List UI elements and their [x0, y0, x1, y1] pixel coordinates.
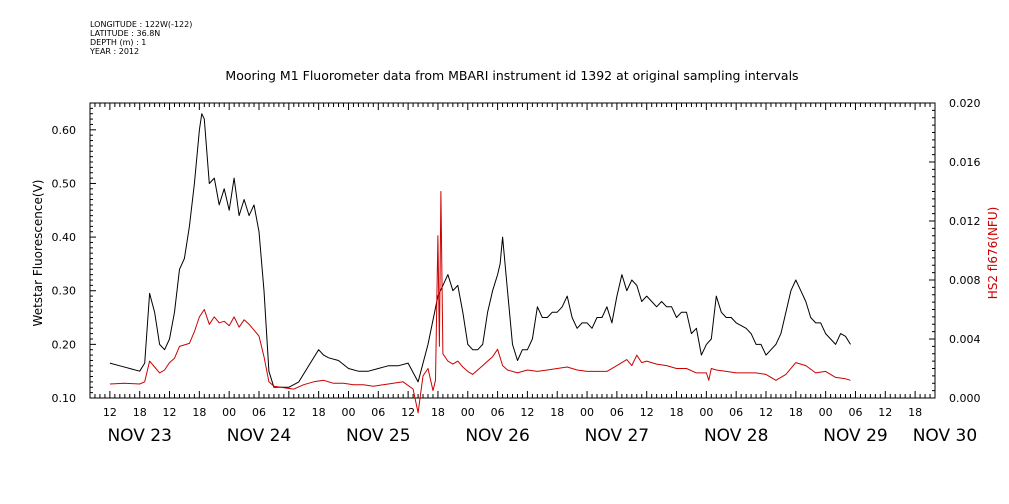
- longitude-label: LONGITUDE : 122W(-122): [90, 20, 193, 29]
- y2-tick-label: 0.000: [949, 392, 981, 405]
- x-hour-label: 00: [222, 406, 236, 419]
- x-hour-label: 12: [878, 406, 892, 419]
- x-axis: 12 18 00 06 12 18 00 06 12 18 00 06 12 18 00 06 12 18 00 06…: [89, 103, 977, 446]
- x-hour-label: 18: [133, 406, 147, 419]
- y-axis-label: Wetstar Fluorescence(V): [31, 180, 45, 327]
- x-hour-label: 12: [520, 406, 534, 419]
- y-tick-label: 0.50: [52, 177, 77, 190]
- x-day-label: NOV 29: [823, 426, 887, 446]
- x-hour-label: 12: [163, 406, 177, 419]
- y-tick-label: 0.60: [52, 124, 77, 137]
- x-day-label: NOV 27: [585, 426, 649, 446]
- x-hour-label: 00: [341, 406, 355, 419]
- x-hour-label: 12: [640, 406, 654, 419]
- y2-axis-label: HS2 fl676(NFU): [986, 207, 1000, 300]
- x-hour-label: 06: [729, 406, 743, 419]
- x-hour-label: 00: [580, 406, 594, 419]
- x-hour-label: 18: [550, 406, 564, 419]
- y2-tick-label: 0.020: [949, 97, 981, 110]
- x-hour-label: 00: [461, 406, 475, 419]
- x-hour-label: 06: [491, 406, 505, 419]
- x-hour-label: 12: [282, 406, 296, 419]
- y-tick-label: 0.30: [52, 285, 77, 298]
- x-day-label: NOV 28: [704, 426, 768, 446]
- x-hour-label: 18: [670, 406, 684, 419]
- x-day-label: NOV 25: [346, 426, 410, 446]
- depth-label: DEPTH (m) : 1: [90, 38, 147, 47]
- x-day-label: NOV 30: [913, 426, 977, 446]
- wetstar-fluorescence-line: [109, 113, 851, 388]
- x-hour-label: 12: [759, 406, 773, 419]
- y-tick-label: 0.20: [52, 338, 77, 351]
- y2-tick-label: 0.004: [949, 333, 981, 346]
- y2-tick-label: 0.008: [949, 274, 981, 287]
- x-hour-label: 18: [312, 406, 326, 419]
- y-tick-label: 0.10: [52, 392, 77, 405]
- x-hour-label: 06: [610, 406, 624, 419]
- x-hour-label: 12: [401, 406, 415, 419]
- x-hour-label: 06: [848, 406, 862, 419]
- chart-title: Mooring M1 Fluorometer data from MBARI i…: [225, 68, 798, 83]
- x-hour-label: 06: [371, 406, 385, 419]
- x-day-label: NOV 23: [107, 426, 171, 446]
- latitude-label: LATITUDE : 36.8N: [90, 29, 161, 38]
- mooring-metadata: LONGITUDE : 122W(-122) LATITUDE : 36.8N …: [90, 20, 192, 56]
- series-layer: [109, 113, 851, 414]
- year-label: YEAR : 2012: [90, 47, 140, 56]
- x-hour-label: 06: [252, 406, 266, 419]
- x-hour-label: 00: [699, 406, 713, 419]
- y2-tick-label: 0.012: [949, 215, 981, 228]
- x-hour-label: 12: [103, 406, 117, 419]
- x-hour-label: 00: [819, 406, 833, 419]
- x-day-label: NOV 24: [227, 426, 291, 446]
- right-y-axis: 0.000 0.004 0.008 0.012 0.016 0.020: [929, 97, 981, 405]
- x-day-label: NOV 26: [465, 426, 529, 446]
- x-hour-label: 18: [789, 406, 803, 419]
- left-y-axis: 0.10 0.20 0.30 0.40 0.50 0.60: [52, 102, 96, 405]
- x-hour-label: 18: [431, 406, 445, 419]
- x-hour-label: 18: [192, 406, 206, 419]
- hs2-fl676-line: [109, 191, 851, 414]
- y2-tick-label: 0.016: [949, 156, 981, 169]
- plot-border: [89, 102, 936, 399]
- x-hour-label: 18: [908, 406, 922, 419]
- plot-frame: [89, 102, 936, 399]
- y-tick-label: 0.40: [52, 231, 77, 244]
